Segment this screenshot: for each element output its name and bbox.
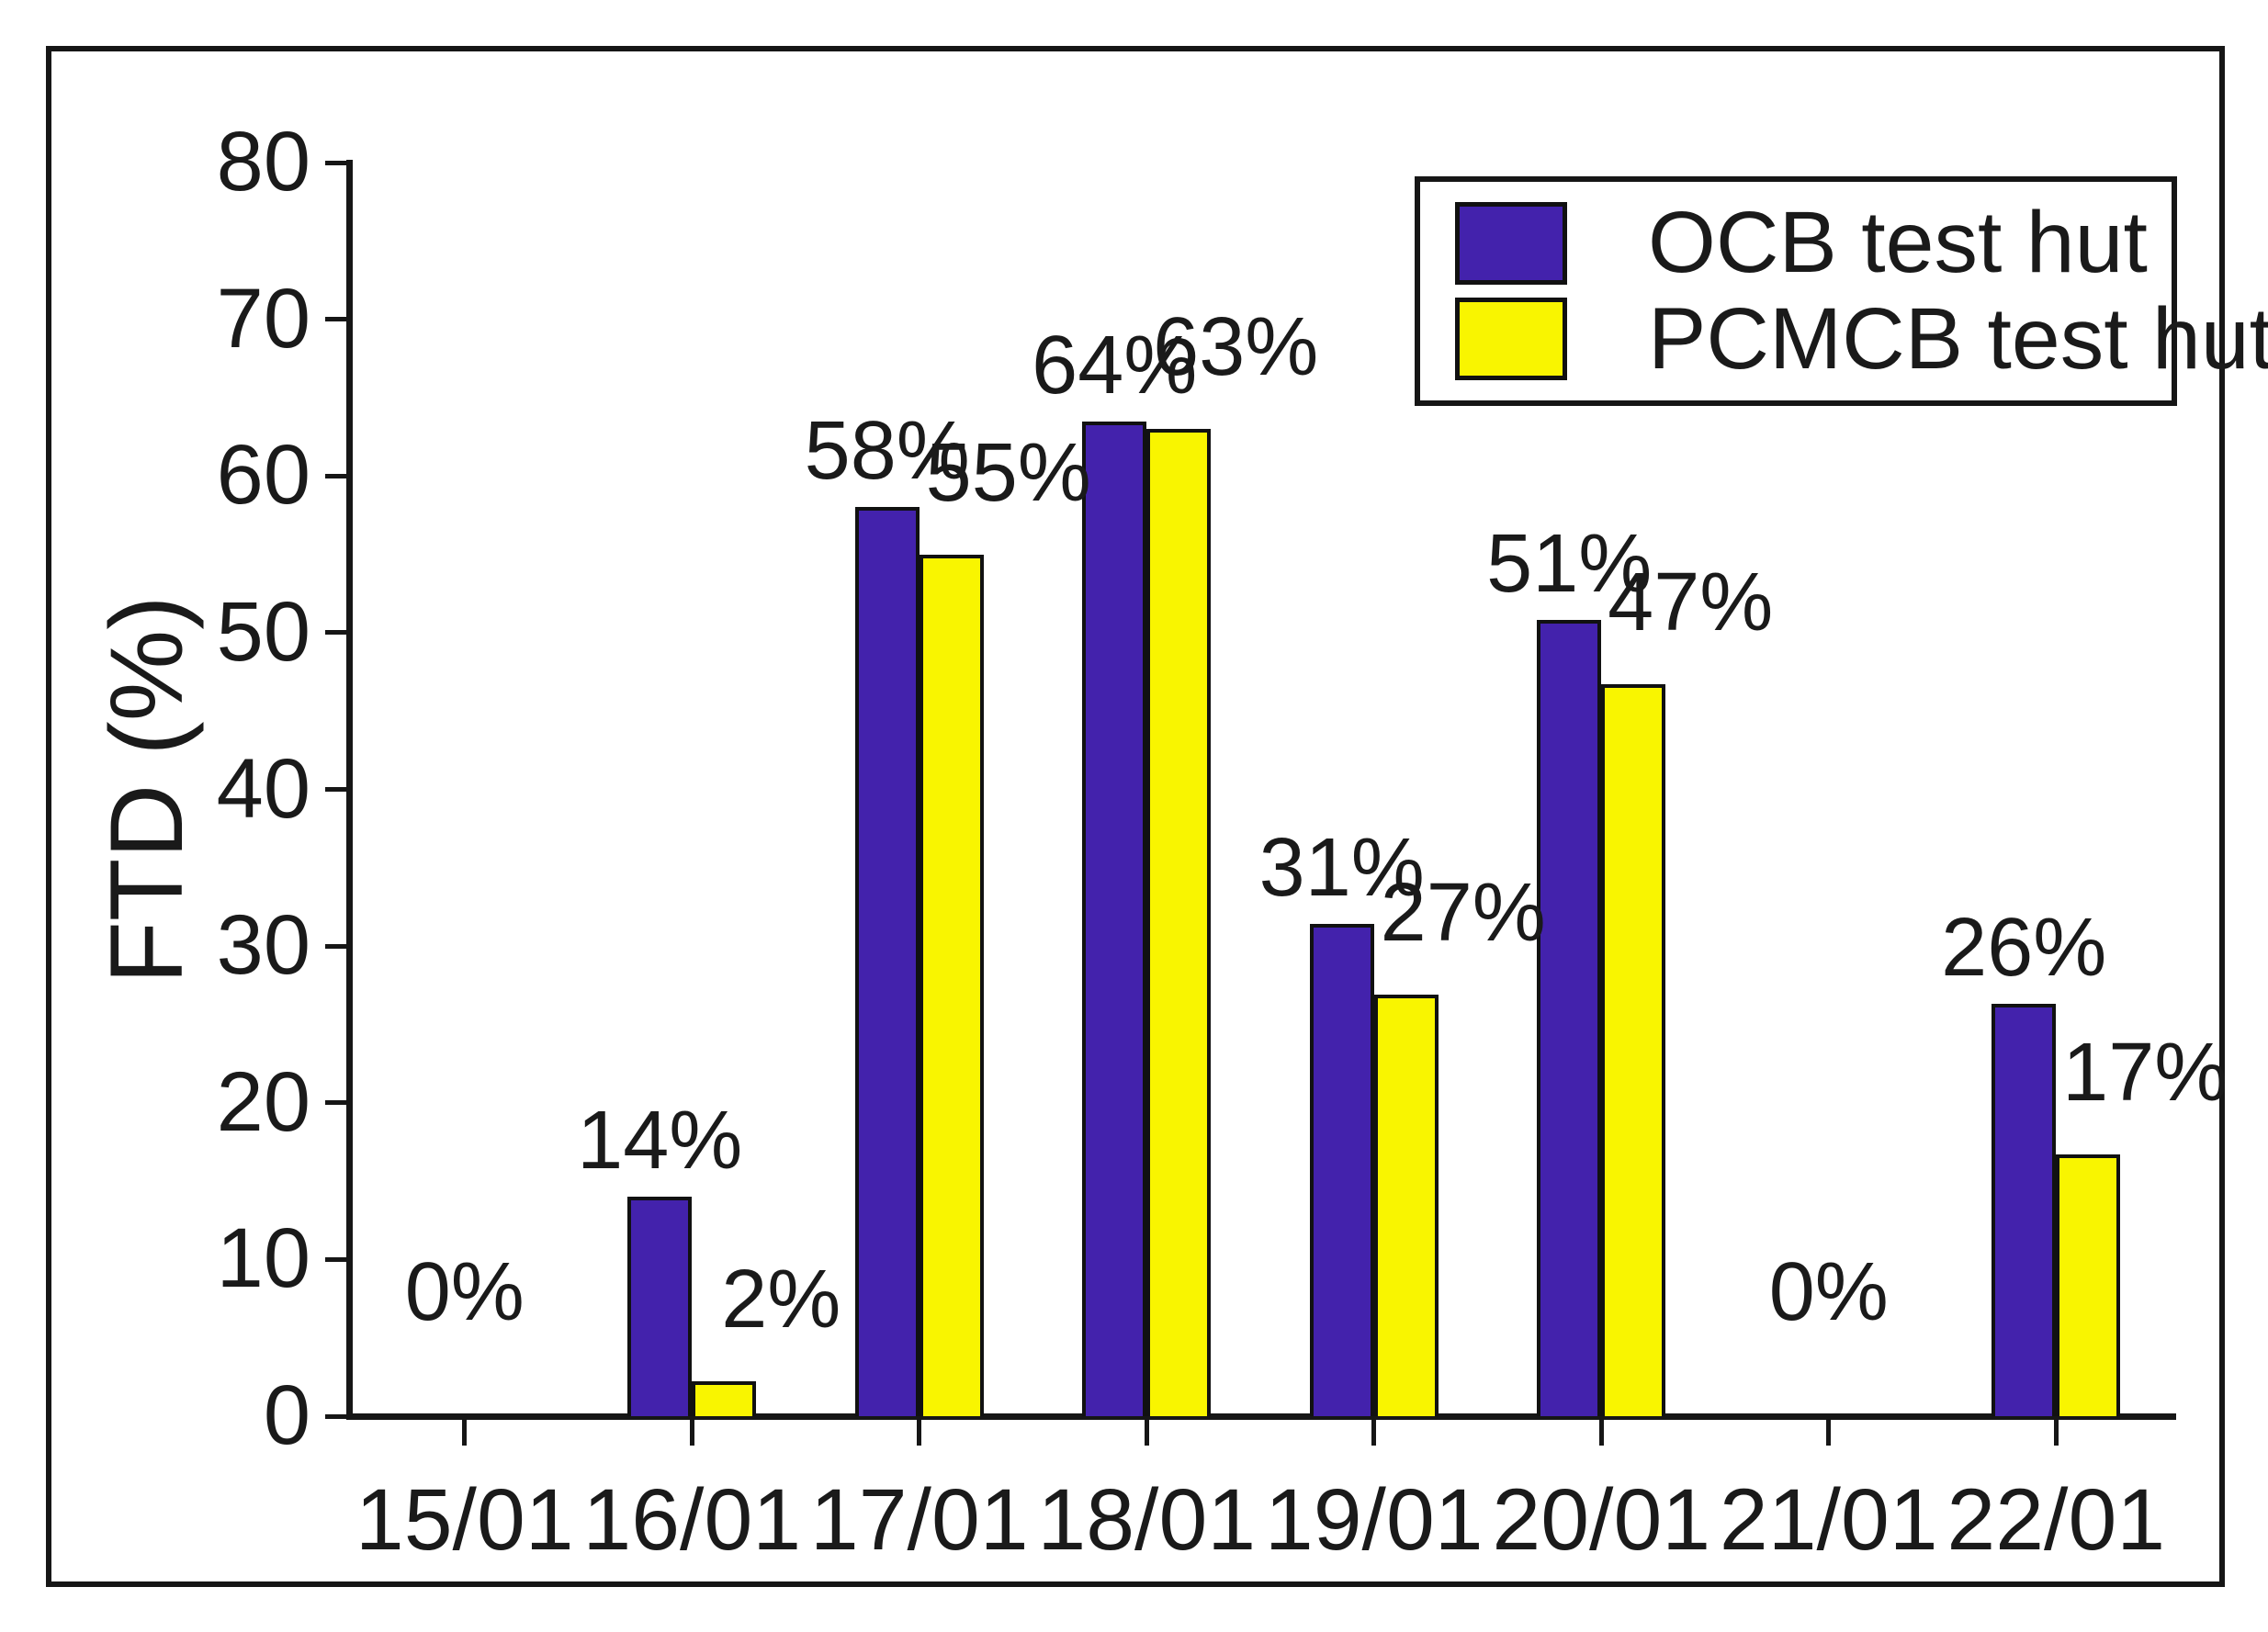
y-tick-20 — [325, 1100, 351, 1106]
x-tick-label-17/01: 17/01 — [809, 1471, 1029, 1569]
x-tick-16/01 — [689, 1416, 694, 1446]
x-tick-18/01 — [1144, 1416, 1149, 1446]
y-tick-70 — [325, 317, 351, 322]
y-tick-label-10: 10 — [216, 1211, 310, 1306]
legend-row-pcmcb: PCMCB test hut — [1455, 295, 2268, 383]
y-tick-30 — [325, 943, 351, 949]
y-tick-40 — [325, 787, 351, 792]
value-label-ocb-18/01: 64% — [1032, 319, 1198, 411]
bar-pcmcb-19/01 — [1373, 995, 1439, 1416]
y-tick-0 — [325, 1413, 351, 1419]
figure-border — [46, 46, 2225, 1587]
y-tick-label-80: 80 — [216, 115, 310, 208]
y-tick-label-50: 50 — [216, 584, 310, 679]
bar-ocb-17/01 — [854, 507, 920, 1416]
value-label-ocb-20/01: 51% — [1486, 518, 1653, 611]
x-tick-label-16/01: 16/01 — [582, 1471, 802, 1569]
x-tick-label-20/01: 20/01 — [1492, 1471, 1711, 1569]
value-label-ocb-16/01: 14% — [577, 1095, 743, 1187]
x-tick-label-19/01: 19/01 — [1264, 1471, 1484, 1569]
value-label-pcmcb-18/01: 63% — [1153, 301, 1319, 394]
legend-label-ocb: OCB test hut — [1648, 194, 2148, 292]
bar-ocb-18/01 — [1082, 421, 1147, 1416]
legend-swatch-pcmcb — [1455, 298, 1567, 381]
y-tick-label-70: 70 — [216, 271, 310, 366]
legend-row-ocb: OCB test hut — [1455, 199, 2172, 287]
y-axis-title: FTD (%) — [89, 595, 204, 985]
x-tick-20/01 — [1598, 1416, 1604, 1446]
bar-pcmcb-16/01 — [692, 1381, 757, 1416]
x-tick-15/01 — [462, 1416, 468, 1446]
legend-label-pcmcb: PCMCB test hut — [1648, 289, 2268, 388]
y-tick-50 — [325, 630, 351, 636]
value-label-pcmcb-20/01: 47% — [1608, 557, 1774, 649]
bar-ocb-16/01 — [627, 1197, 693, 1416]
bar-ocb-20/01 — [1537, 620, 1602, 1416]
x-tick-19/01 — [1371, 1416, 1377, 1446]
x-tick-17/01 — [917, 1416, 922, 1446]
value-label-pcmcb-17/01: 55% — [925, 426, 1091, 519]
x-tick-22/01 — [2053, 1416, 2059, 1446]
bar-ocb-19/01 — [1309, 924, 1374, 1416]
y-tick-label-30: 30 — [216, 898, 310, 993]
x-tick-21/01 — [1826, 1416, 1832, 1446]
legend-swatch-ocb — [1455, 201, 1567, 285]
y-tick-60 — [325, 473, 351, 478]
bar-pcmcb-20/01 — [1601, 684, 1666, 1416]
value-label-pcmcb-22/01: 17% — [2062, 1027, 2229, 1120]
value-label-pcmcb-16/01: 2% — [721, 1254, 841, 1346]
y-tick-label-40: 40 — [216, 741, 310, 836]
y-tick-label-0: 0 — [263, 1368, 310, 1462]
x-tick-label-21/01: 21/01 — [1719, 1471, 1938, 1569]
y-tick-80 — [325, 160, 351, 165]
bar-pcmcb-22/01 — [2056, 1154, 2121, 1416]
bar-ocb-22/01 — [1992, 1004, 2057, 1416]
value-label-ocb-19/01: 31% — [1258, 822, 1425, 915]
bar-pcmcb-17/01 — [919, 554, 984, 1416]
x-tick-label-15/01: 15/01 — [355, 1471, 574, 1569]
y-tick-label-60: 60 — [216, 428, 310, 523]
x-axis-line — [346, 1413, 2176, 1420]
x-tick-label-22/01: 22/01 — [1946, 1471, 2166, 1569]
x-tick-label-18/01: 18/01 — [1037, 1471, 1257, 1569]
y-tick-10 — [325, 1256, 351, 1262]
value-label-ocb-22/01: 26% — [1941, 902, 2107, 995]
legend-box: OCB test hut PCMCB test hut — [1415, 176, 2268, 406]
bar-pcmcb-18/01 — [1146, 429, 1212, 1416]
value-label-pcmcb-19/01: 27% — [1380, 867, 1546, 960]
value-label-ocb-17/01: 58% — [804, 405, 970, 498]
y-tick-label-20: 20 — [216, 1054, 310, 1149]
value-label-zero-21/01: 0% — [1768, 1246, 1889, 1338]
value-label-zero-15/01: 0% — [404, 1246, 525, 1338]
